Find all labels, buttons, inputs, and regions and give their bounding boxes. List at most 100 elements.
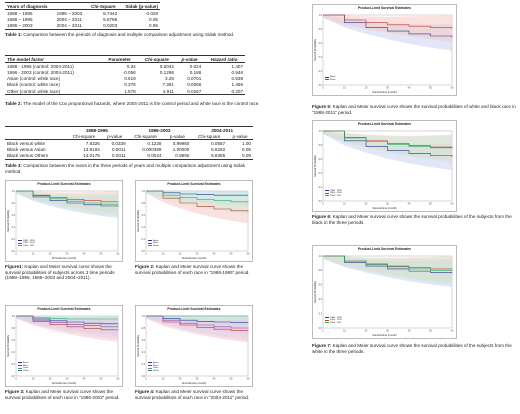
legend-swatch: [148, 361, 152, 363]
x-tick-label: 40: [408, 203, 411, 206]
table-row: 1988 – 1995 2004 – 2011 5.6796 0.05: [7, 16, 158, 22]
x-tick-label: 40: [83, 378, 86, 381]
x-tick-label: 30: [386, 203, 389, 206]
legend-entry: Other: [18, 367, 29, 370]
legend-swatch: [148, 370, 152, 371]
x-tick-label: 40: [213, 378, 216, 381]
x-axis-label: Survival time (month): [372, 91, 397, 94]
legend-label: Black: [153, 242, 159, 245]
table-header: p-value: [163, 133, 192, 141]
legend-swatch: [325, 316, 329, 318]
figure-5-caption: Figure 5: Kaplan and Meier survival curv…: [312, 104, 516, 115]
survival-curve: [323, 14, 453, 29]
y-tick-label: 0.2: [12, 238, 16, 241]
y-tick-label: 0.2: [12, 363, 16, 366]
y-tick-label: 0.8: [319, 144, 323, 147]
survival-curve: [146, 315, 249, 329]
plot-legend: 1988 - 1995 1996 - 2003 2004 - 2011: [325, 317, 342, 325]
legend-entry: 2004 - 2011: [18, 245, 35, 248]
x-axis-label: Survival time (month): [51, 257, 77, 260]
legend-swatch: [18, 361, 22, 363]
legend-swatch: [18, 245, 22, 246]
survival-curve: [323, 14, 453, 38]
y-tick-label: 0.0: [142, 250, 146, 253]
legend-label: White: [330, 79, 336, 82]
x-tick-label: 10: [343, 87, 346, 90]
legend-entry: 2004 - 2011: [325, 322, 342, 325]
x-tick-label: 20: [179, 378, 182, 381]
legend-label: Black: [330, 76, 336, 79]
legend-entry: Asian: [148, 362, 159, 365]
y-tick-label: 0.6: [12, 339, 16, 342]
plot-canvas: 0 10 20 30 40 50 60 0.0 0.2 0.4 0.6 0.8 1.0: [319, 255, 454, 333]
confidence-band: [146, 191, 248, 215]
plot-title: Product-Limit Survival Estimates: [37, 182, 91, 186]
legend-label: 1996 - 2003: [330, 319, 342, 322]
x-tick-label: 30: [386, 87, 389, 90]
plot-legend: 1988 - 1995 1996 - 2003 2004 - 2011: [325, 190, 342, 198]
km-plot-figure6: Product-Limit Survival Estimates Survival…: [312, 120, 457, 212]
legend-entry: Black: [148, 365, 159, 368]
survival-curve: [16, 315, 119, 331]
table-header: 1988-1995: [66, 126, 128, 134]
km-plot-figure1: Product-Limit Survival Estimates Survival…: [5, 180, 123, 262]
legend-entry: White: [148, 370, 159, 373]
table-header: p-value: [175, 54, 204, 64]
survival-curve: [146, 190, 249, 212]
y-tick-label: 0.0: [319, 327, 323, 330]
table-header: 2004-2011: [191, 126, 253, 134]
x-axis-label: Survival time (month): [181, 382, 207, 385]
table-2-caption: Table 2: The model of the Cox proportion…: [5, 101, 260, 106]
legend-entry: 1996 - 2003: [18, 242, 35, 245]
plot-title: Product-Limit Survival Estimates: [167, 307, 221, 311]
x-tick-label: 30: [66, 378, 69, 381]
table-header: [54, 1, 88, 11]
legend-label: Asian: [23, 361, 29, 364]
legend-label: 1988 - 1995: [330, 189, 342, 192]
plot-title: Product-Limit Survival Estimates: [357, 6, 412, 10]
legend-entry: 1988 - 1995: [325, 190, 342, 193]
legend-swatch: [18, 370, 22, 371]
x-tick-label: 0: [322, 87, 324, 90]
y-tick-label: 0.0: [12, 375, 16, 378]
y-tick-label: 0.4: [12, 351, 16, 354]
x-tick-label: 20: [49, 378, 52, 381]
legend-label: 2004 - 2011: [330, 322, 342, 325]
confidence-band: [16, 191, 118, 217]
plot-legend: Asian Black White: [148, 240, 159, 248]
legend-swatch: [325, 76, 329, 78]
table-header: Years of diagnosis: [5, 1, 55, 11]
x-tick-label: 20: [365, 330, 368, 333]
y-tick-label: 0.6: [142, 214, 146, 217]
y-tick-label: 0.2: [319, 70, 323, 73]
plot-title: Product-Limit Survival Estimates: [357, 122, 412, 126]
survival-curve: [323, 130, 453, 157]
y-tick-label: 0.0: [12, 250, 16, 253]
legend-label: Other: [153, 367, 159, 370]
legend-label: 1996 - 2003: [23, 242, 35, 245]
y-tick-label: 1.0: [319, 255, 323, 258]
legend-swatch: [18, 364, 22, 366]
legend-label: White: [153, 370, 159, 373]
legend-swatch: [325, 192, 329, 194]
x-axis-label: Survival time (month): [51, 382, 77, 385]
x-tick-label: 60: [247, 378, 250, 381]
table-header: 1996-2003: [127, 126, 192, 134]
survival-curve: [323, 130, 453, 149]
km-plot-figure3: Product-Limit Survival Estimates Survival…: [5, 305, 123, 387]
x-tick-label: 30: [196, 253, 199, 256]
x-tick-label: 40: [83, 253, 86, 256]
legend-entry: Asian: [148, 240, 159, 243]
table-row: 1996 - 2003 (control: 2004-2011) -0.056 0…: [7, 69, 243, 75]
x-tick-label: 0: [145, 253, 147, 256]
km-plot-figure7: Product-Limit Survival Estimates Survival…: [312, 245, 457, 339]
plot-title: Product-Limit Survival Estimates: [357, 247, 412, 251]
table-row: Asian (control: white race) 0.619 3.28 0.0…: [7, 76, 243, 82]
legend-swatch: [325, 322, 329, 323]
legend-swatch: [18, 367, 22, 369]
table-header: The model factor: [5, 54, 102, 64]
survival-curve: [146, 315, 249, 331]
y-tick-label: 0.4: [12, 226, 16, 229]
plot-legend: Asian Black Other White: [18, 362, 29, 373]
table-1: Years of diagnosis Chi-Square Sidak (p-v…: [5, 1, 160, 30]
